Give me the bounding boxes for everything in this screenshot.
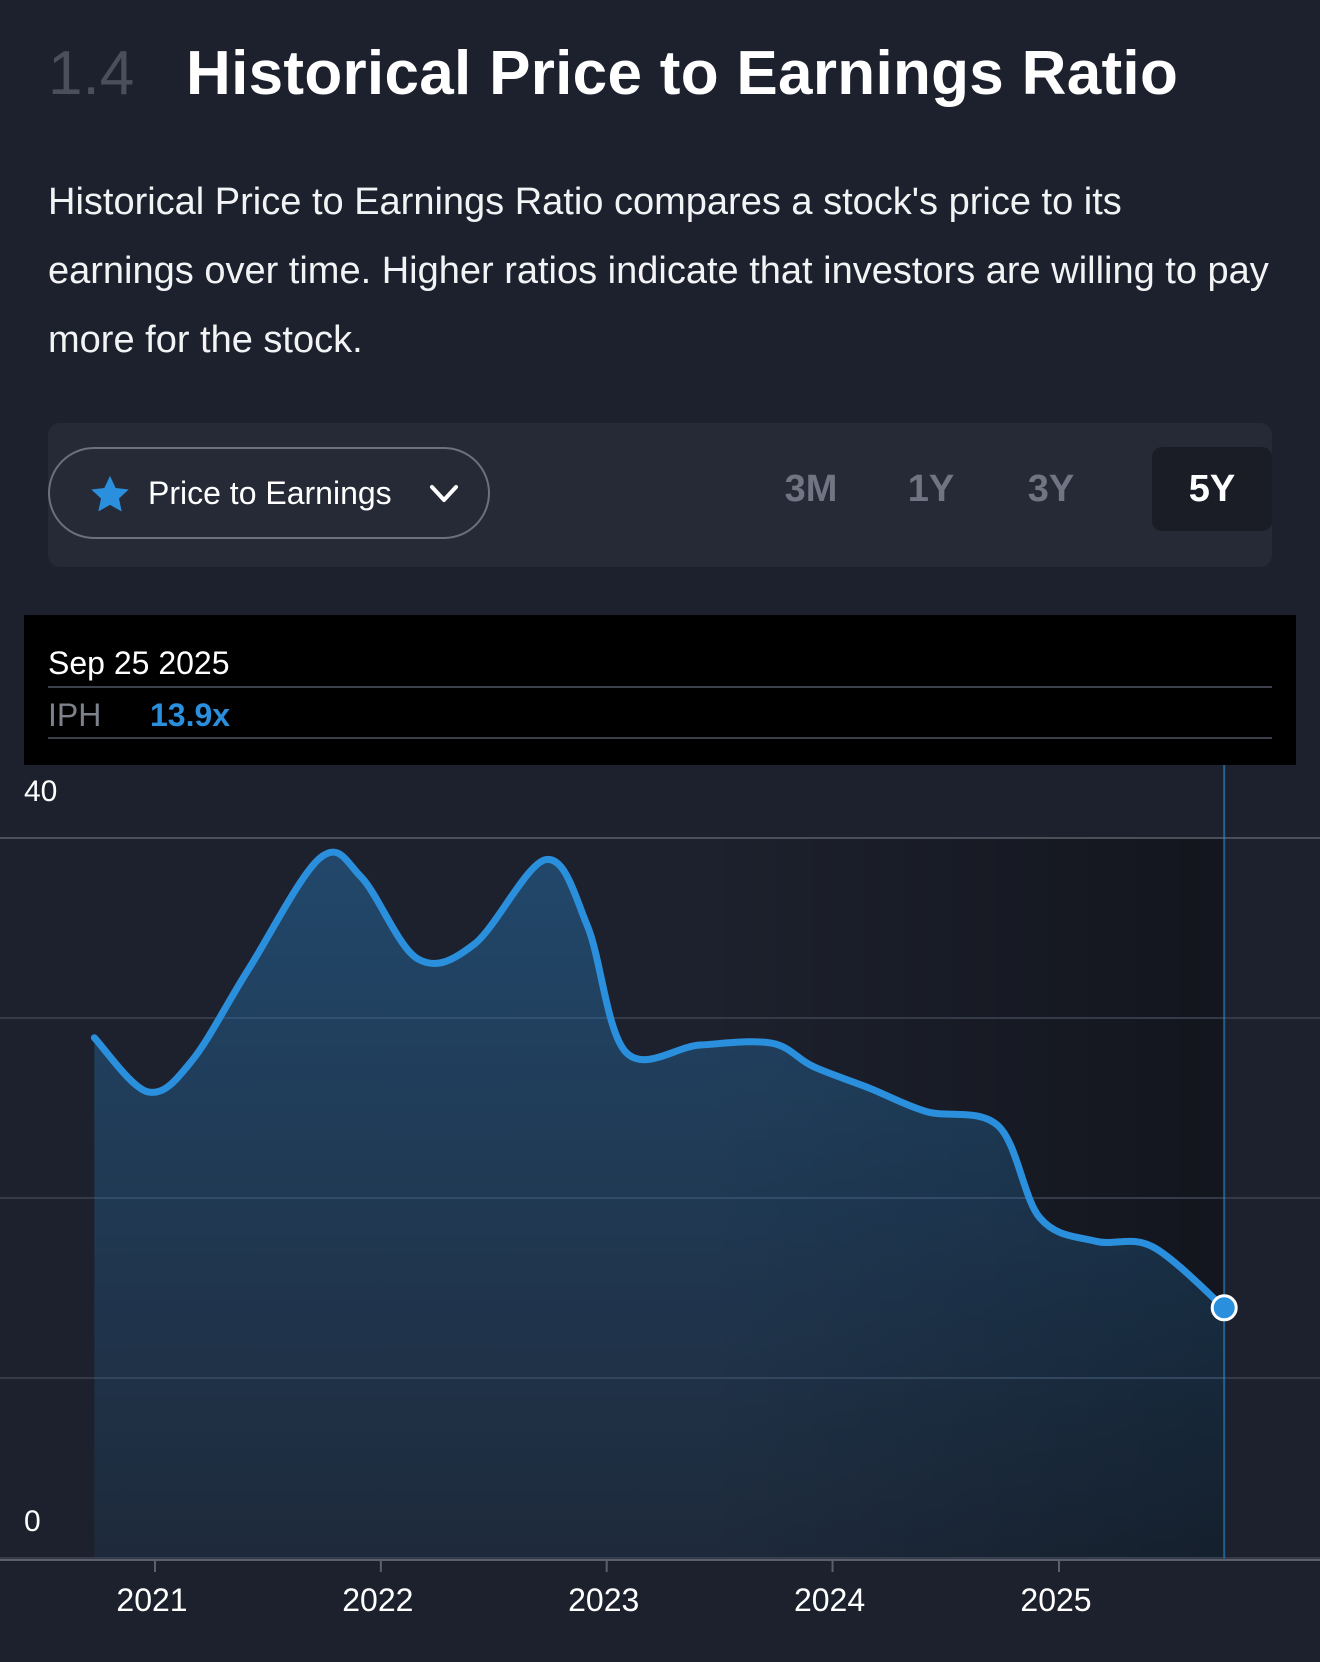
tooltip-divider xyxy=(48,737,1272,739)
range-button-3y[interactable]: 3Y xyxy=(1027,468,1075,510)
tooltip-ticker: IPH xyxy=(48,697,102,733)
chart-tooltip: Sep 25 2025 IPH 13.9x xyxy=(24,615,1296,765)
series-line xyxy=(90,848,1228,1312)
section-header: 1.4 Historical Price to Earnings Ratio xyxy=(48,38,1178,109)
x-tick-label: 2025 xyxy=(1020,1582,1091,1618)
tooltip-value: 13.9x xyxy=(150,697,231,733)
x-tick-label: 2021 xyxy=(116,1582,187,1618)
star-icon xyxy=(91,475,129,512)
range-button-5y[interactable]: 5Y xyxy=(1152,447,1272,531)
pe-ratio-chart[interactable]: 40 0 2021 2022 2023 2024 2025 xyxy=(0,765,1320,1662)
range-button-1y[interactable]: 1Y xyxy=(907,468,955,510)
metric-dropdown[interactable]: Price to Earnings xyxy=(48,447,490,539)
page-title: Historical Price to Earnings Ratio xyxy=(186,39,1179,108)
chart-controls: Price to Earnings 3M 1Y 3Y 5Y xyxy=(48,423,1272,567)
chevron-down-icon xyxy=(430,485,458,502)
tooltip-date: Sep 25 2025 xyxy=(48,645,230,681)
highlight-point[interactable] xyxy=(1210,1294,1238,1322)
x-tick-label: 2023 xyxy=(568,1582,639,1618)
y-tick-label: 0 xyxy=(24,1505,41,1538)
metric-dropdown-label: Price to Earnings xyxy=(148,475,392,511)
y-tick-label: 40 xyxy=(24,775,57,808)
x-tick-label: 2022 xyxy=(342,1582,413,1618)
tooltip-divider xyxy=(48,686,1272,688)
area-fill xyxy=(94,852,1225,1558)
range-button-3m[interactable]: 3M xyxy=(784,468,838,510)
section-number: 1.4 xyxy=(48,39,135,108)
x-tick-label: 2024 xyxy=(794,1582,865,1618)
section-description: Historical Price to Earnings Ratio compa… xyxy=(48,181,1269,361)
